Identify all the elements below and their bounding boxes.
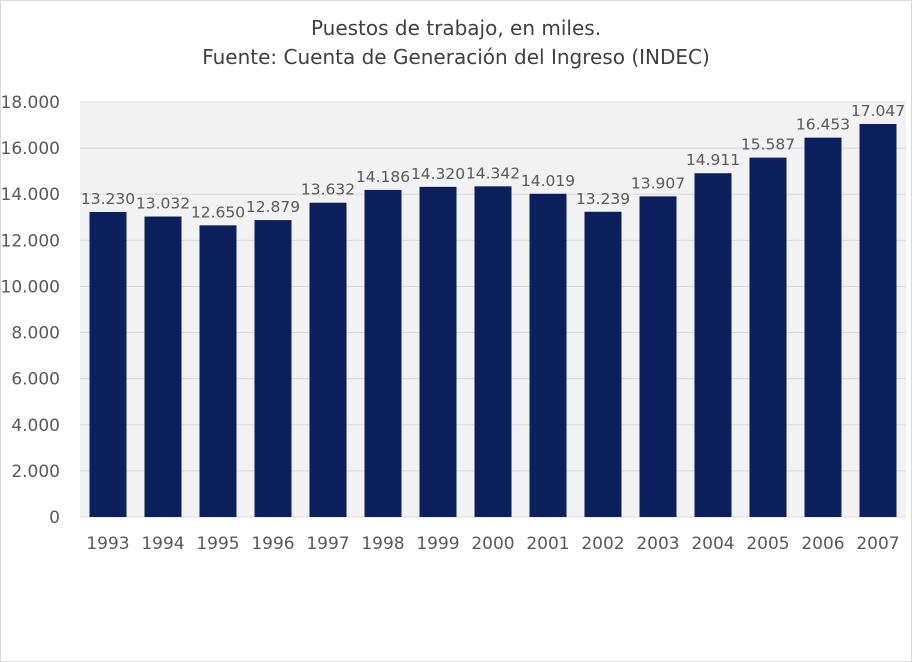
data-label-1996: 12.879: [246, 198, 300, 216]
y-axis-tick-labels: 0 2.000 4.000 6.000 8.000 10.000 12.000 14.000 1…: [1, 93, 60, 528]
y-tick-label: 12.000: [1, 231, 60, 251]
data-label-2004: 14.911: [686, 151, 740, 169]
y-tick-label: 6.000: [11, 370, 60, 390]
x-tick-label: 1993: [86, 534, 129, 554]
x-tick-label: 2000: [471, 534, 514, 554]
data-label-2005: 15.587: [741, 136, 795, 154]
x-axis-tick-labels: 1993 1994 1995 1996 1997 1998 1999 2000 2001 2002…: [86, 534, 899, 554]
data-label-1995: 12.650: [191, 203, 245, 221]
x-tick-label: 2003: [636, 534, 679, 554]
data-label-2003: 13.907: [631, 174, 685, 192]
x-tick-label: 1995: [196, 534, 239, 554]
bar-2006: [804, 137, 842, 518]
y-tick-label: 14.000: [1, 185, 60, 205]
x-tick-label: 1998: [361, 534, 404, 554]
data-label-2002: 13.239: [576, 190, 630, 208]
chart-title: Puestos de trabajo, en miles. Fuente: Cu…: [0, 14, 912, 72]
x-tick-label: 2001: [526, 534, 569, 554]
bar-1998: [364, 189, 402, 517]
bar-1997: [309, 202, 347, 517]
x-tick-label: 2002: [581, 534, 624, 554]
x-tick-label: 2007: [856, 534, 899, 554]
bar-1996: [254, 220, 292, 517]
bar-2003: [639, 196, 677, 517]
bar-2000: [474, 186, 512, 517]
x-tick-label: 2005: [746, 534, 789, 554]
chart-title-line-1: Puestos de trabajo, en miles.: [310, 16, 602, 40]
data-label-1998: 14.186: [356, 168, 410, 186]
y-tick-label: 2.000: [11, 462, 60, 482]
y-tick-label: 4.000: [11, 416, 60, 436]
y-tick-label: 16.000: [1, 139, 60, 159]
data-label-1999: 14.320: [411, 165, 465, 183]
bar-1994: [144, 216, 182, 518]
bar-1993: [89, 211, 127, 517]
x-tick-label: 1994: [141, 534, 184, 554]
data-label-1997: 13.632: [301, 181, 355, 199]
bars: [89, 123, 897, 518]
x-tick-label: 2006: [801, 534, 844, 554]
bar-2005: [749, 157, 787, 517]
bar-2002: [584, 211, 622, 517]
y-tick-label: 10.000: [1, 277, 60, 297]
data-label-2001: 14.019: [521, 172, 575, 190]
data-label-2006: 16.453: [796, 116, 850, 134]
x-tick-label: 1996: [251, 534, 294, 554]
chart-title-line-2: Fuente: Cuenta de Generación del Ingreso…: [202, 45, 710, 69]
x-tick-label: 2004: [691, 534, 734, 554]
bar-2007: [859, 123, 897, 517]
bar-2001: [529, 193, 567, 517]
x-tick-label: 1997: [306, 534, 349, 554]
bar-1999: [419, 186, 457, 517]
data-label-1993: 13.230: [81, 190, 135, 208]
bar-1995: [199, 225, 237, 517]
bar-2004: [694, 173, 732, 517]
x-tick-label: 1999: [416, 534, 459, 554]
y-tick-label: 8.000: [11, 324, 60, 344]
y-tick-label: 0: [49, 508, 60, 528]
data-label-1994: 13.032: [136, 195, 190, 213]
data-label-2007: 17.047: [851, 102, 905, 120]
data-label-2000: 14.342: [466, 164, 520, 182]
y-tick-label: 18.000: [1, 93, 60, 113]
